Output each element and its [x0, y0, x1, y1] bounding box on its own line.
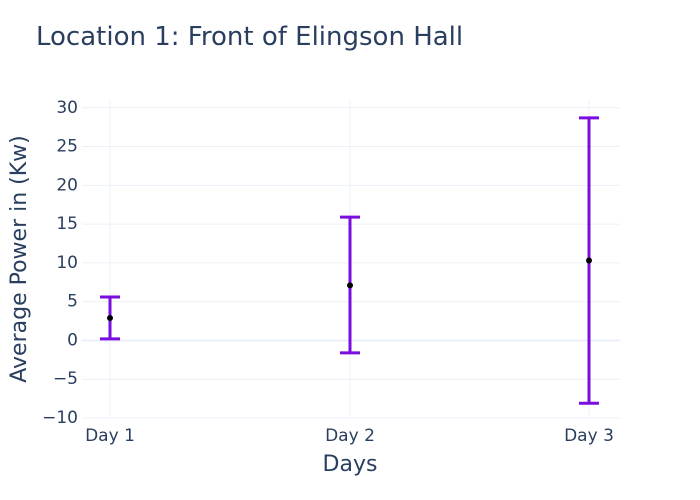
y-tick-label: 20 — [56, 175, 78, 195]
y-tick-label: 5 — [67, 292, 78, 312]
data-point — [107, 314, 113, 321]
y-tick-label: 0 — [67, 330, 78, 350]
data-points — [107, 257, 592, 321]
data-point — [347, 282, 353, 289]
y-tick-label: 30 — [56, 98, 78, 118]
data-point — [586, 257, 592, 264]
y-tick-label: 10 — [56, 253, 78, 273]
x-tick-labels: Day 1 Day 2 Day 3 — [85, 426, 614, 446]
y-axis-title: Average Power in (Kw) — [7, 135, 32, 382]
y-tick-label: 25 — [56, 137, 78, 157]
x-axis-title: Days — [323, 452, 378, 477]
chart-title: Location 1: Front of Elingson Hall — [36, 22, 464, 52]
x-tick-label: Day 3 — [564, 426, 614, 446]
y-tick-labels: 30 25 20 15 10 5 0 −5 −10 — [42, 98, 78, 428]
y-tick-label: 15 — [56, 214, 78, 234]
x-tick-label: Day 2 — [325, 426, 375, 446]
y-tick-label: −5 — [53, 369, 78, 389]
y-tick-label: −10 — [42, 408, 78, 428]
x-tick-label: Day 1 — [85, 426, 135, 446]
